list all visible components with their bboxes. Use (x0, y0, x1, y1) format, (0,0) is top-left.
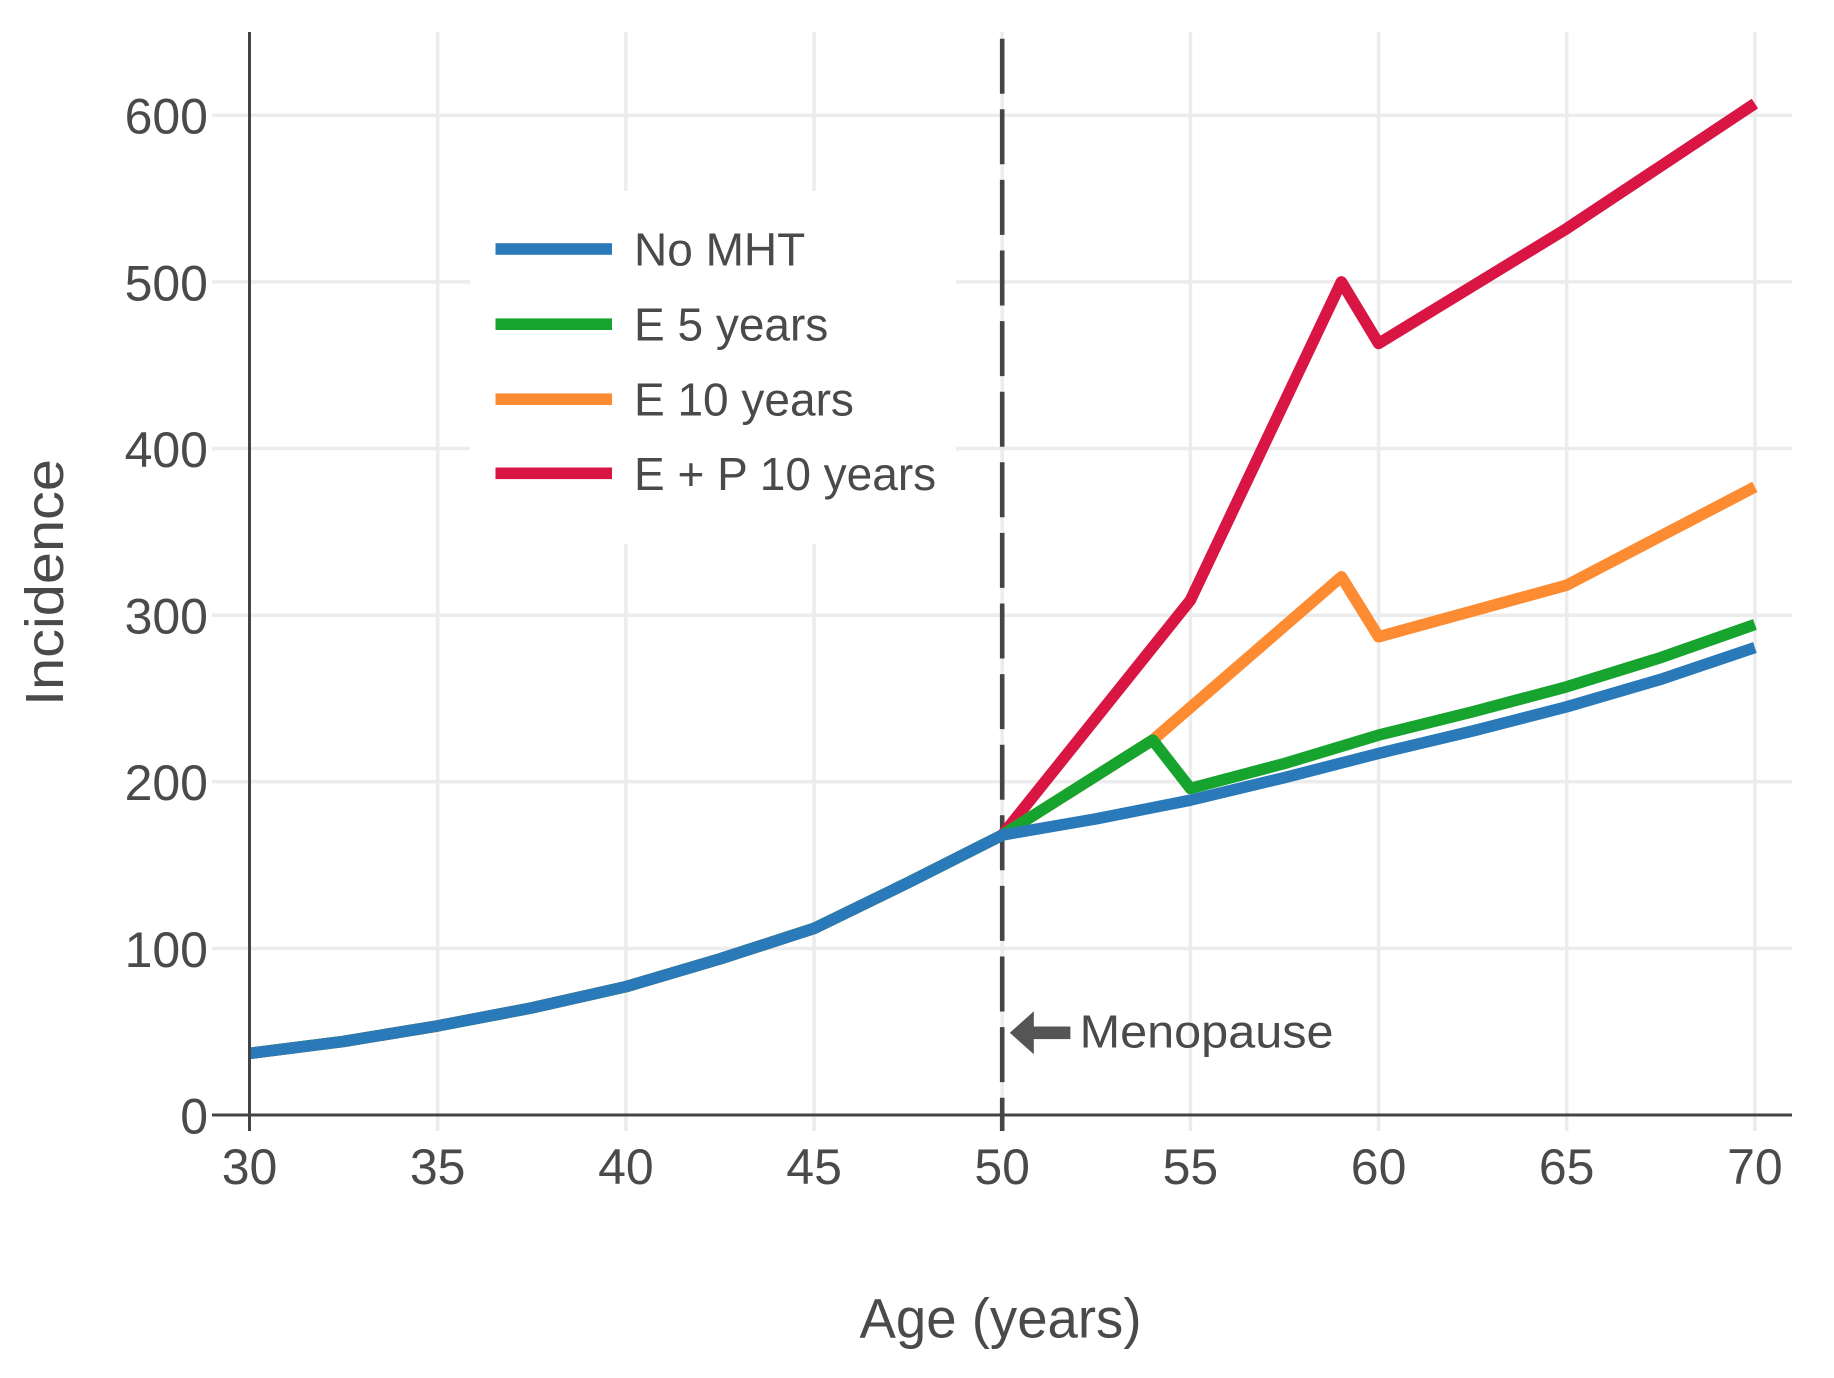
svg-text:55: 55 (1163, 1139, 1219, 1195)
svg-text:E + P 10 years: E + P 10 years (634, 448, 936, 500)
svg-text:40: 40 (598, 1139, 654, 1195)
svg-text:45: 45 (786, 1139, 842, 1195)
svg-text:300: 300 (125, 589, 208, 645)
svg-text:200: 200 (125, 755, 208, 811)
svg-text:400: 400 (125, 422, 208, 478)
svg-text:Incidence: Incidence (15, 459, 75, 706)
svg-text:E 5 years: E 5 years (634, 299, 828, 351)
svg-text:50: 50 (974, 1139, 1030, 1195)
svg-text:30: 30 (222, 1139, 278, 1195)
svg-text:0: 0 (180, 1088, 208, 1144)
svg-text:60: 60 (1351, 1139, 1407, 1195)
svg-text:35: 35 (410, 1139, 466, 1195)
svg-text:100: 100 (125, 922, 208, 978)
svg-text:65: 65 (1539, 1139, 1595, 1195)
svg-text:70: 70 (1727, 1139, 1783, 1195)
svg-text:600: 600 (125, 89, 208, 145)
svg-text:Menopause: Menopause (1080, 1006, 1334, 1058)
svg-text:500: 500 (125, 255, 208, 311)
svg-text:Age (years): Age (years) (860, 1286, 1142, 1349)
svg-text:E 10 years: E 10 years (634, 374, 854, 426)
svg-text:No MHT: No MHT (634, 224, 805, 276)
